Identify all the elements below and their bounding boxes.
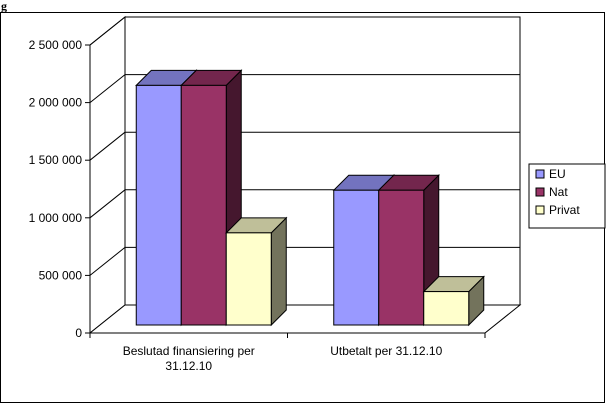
gridline-side [89,189,126,219]
bars [135,69,485,327]
legend-label: EU [549,167,566,181]
bar-side-face [270,216,287,327]
y-tick-label: 0 [75,326,82,340]
y-tick-label: 1 000 000 [29,211,83,225]
legend-label: Privat [549,203,580,217]
category-label-line: 31.12.10 [165,359,212,373]
gridline-side [89,131,126,161]
bar-privat-1 [422,275,485,327]
bar-front-face [423,291,470,326]
legend-label: Nat [549,185,568,199]
gridline-side [89,74,126,103]
gridline-side [89,247,126,276]
legend-swatch [535,205,545,215]
y-tick-label: 1 500 000 [29,153,83,167]
bar-front-face [225,232,272,326]
bar-front-face [135,84,182,326]
gridline-side [89,16,126,46]
category-labels: Beslutad finansiering per 31.12.10 Utbetal… [123,344,443,373]
y-tick-label: 2 500 000 [29,38,83,52]
category-label-line: Beslutad finansiering per [123,344,255,358]
bar-front-face [378,189,425,326]
clipped-heading-text: g [1,0,7,13]
axes [89,45,486,338]
bar-nat-0 [180,69,243,327]
bar-front-face [333,189,380,326]
y-axis-ticks: 0 500 000 1 000 000 1 500 000 2 000 000 2 500… [29,38,90,340]
y-tick-label: 2 000 000 [29,96,83,110]
category-label: Beslutad finansiering per 31.12.10 [123,344,255,373]
legend-swatch [535,169,545,179]
category-label-line: Utbetalt per 31.12.10 [330,344,442,358]
bar-front-face [180,84,227,326]
legend: EU Nat Privat [528,163,606,229]
legend-swatch [535,187,545,197]
side-wall [89,15,126,335]
y-tick-label: 500 000 [39,268,83,282]
bar-privat-0 [225,216,288,327]
category-label: Utbetalt per 31.12.10 [330,344,442,358]
